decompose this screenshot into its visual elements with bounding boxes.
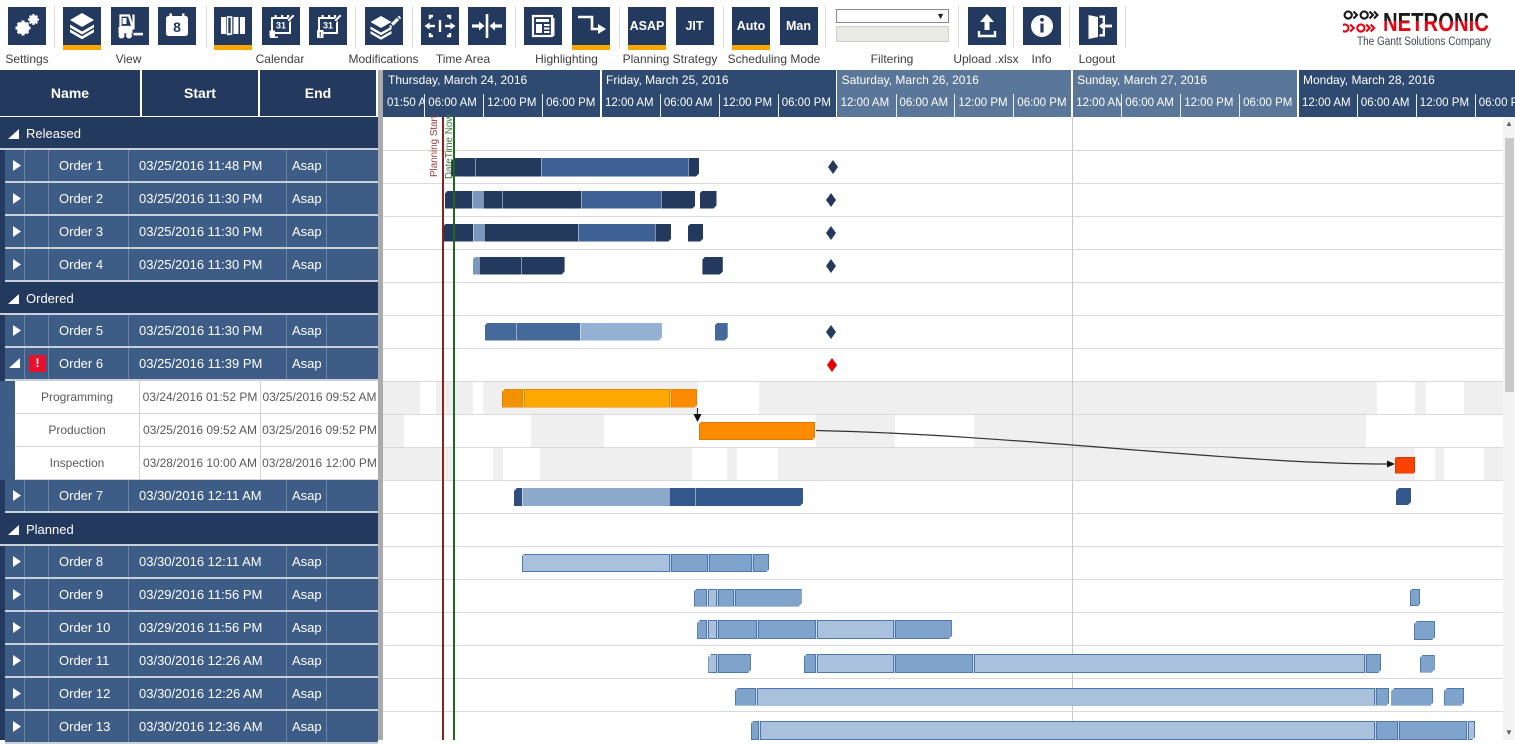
svg-text:31: 31	[323, 21, 333, 31]
svg-text:!: !	[319, 30, 322, 39]
svg-text:8: 8	[173, 19, 181, 35]
svg-text:31: 31	[275, 21, 285, 31]
